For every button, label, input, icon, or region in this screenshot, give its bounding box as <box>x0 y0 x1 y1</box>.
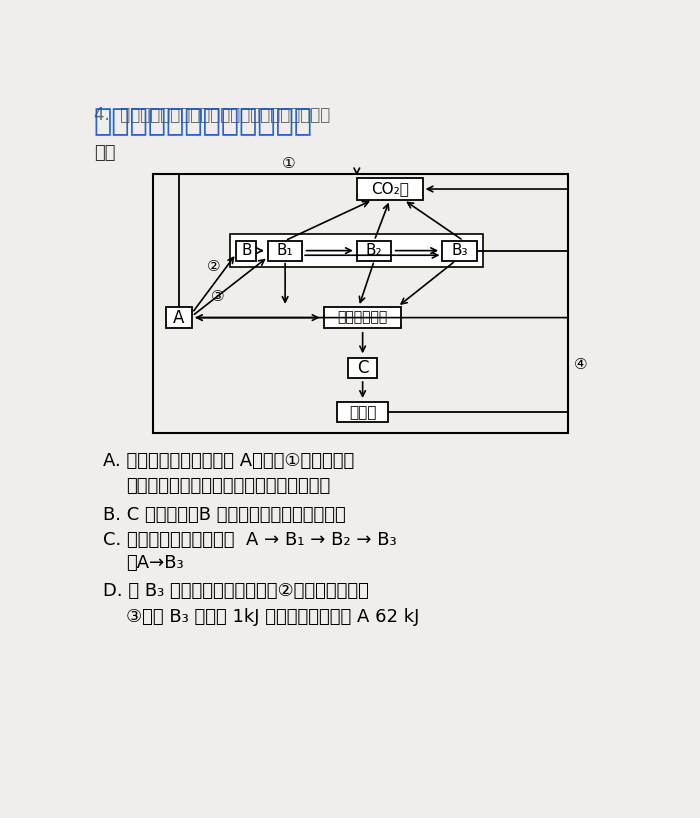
Text: 4.  如图所示为某生态系统的结构图，下列叙述错误: 4. 如图所示为某生态系统的结构图，下列叙述错误 <box>94 106 330 124</box>
Text: B₂: B₂ <box>366 243 383 258</box>
Bar <box>237 240 256 261</box>
Text: 和A→B₃: 和A→B₃ <box>126 554 184 572</box>
Bar <box>153 173 568 433</box>
Text: 的是: 的是 <box>94 144 116 162</box>
Text: A. 该生态系统中的基石是 A，过程①代表的生理: A. 该生态系统中的基石是 A，过程①代表的生理 <box>103 452 354 470</box>
Text: ④: ④ <box>574 357 588 372</box>
Text: 遗体、粪便等: 遗体、粪便等 <box>337 311 388 325</box>
Bar <box>442 240 477 261</box>
Bar <box>230 235 483 267</box>
Text: ②: ② <box>207 258 220 273</box>
Text: 过程有光合作用、呼吸作用和化能合成作用: 过程有光合作用、呼吸作用和化能合成作用 <box>126 477 330 495</box>
Text: D. 若 B₃ 中的能量一半来自途径②、一半来自途径: D. 若 B₃ 中的能量一半来自途径②、一半来自途径 <box>103 582 369 600</box>
Text: B₃: B₃ <box>452 243 468 258</box>
Text: A: A <box>174 308 185 326</box>
Text: 无机物: 无机物 <box>349 405 377 420</box>
Text: ③: ③ <box>211 290 225 304</box>
Text: B: B <box>241 243 251 258</box>
Bar <box>337 402 388 422</box>
Bar <box>357 178 423 200</box>
Bar <box>166 307 192 328</box>
Bar <box>268 240 302 261</box>
Text: B₁: B₁ <box>276 243 293 258</box>
Text: ③，则 B₃ 要增加 1kJ 的能量，最少消耗 A 62 kJ: ③，则 B₃ 要增加 1kJ 的能量，最少消耗 A 62 kJ <box>126 608 419 626</box>
Bar <box>348 357 377 378</box>
Text: C. 该生态系统的食物链有  A → B₁ → B₂ → B₃: C. 该生态系统的食物链有 A → B₁ → B₂ → B₃ <box>103 531 397 549</box>
Text: ①: ① <box>282 155 296 170</box>
Text: B. C 是分解者，B 能加快该生态系统物质循环: B. C 是分解者，B 能加快该生态系统物质循环 <box>103 506 346 524</box>
Text: CO₂等: CO₂等 <box>371 182 409 196</box>
Bar <box>324 307 401 328</box>
Text: C: C <box>357 358 368 376</box>
Bar <box>357 240 391 261</box>
Text: 微信公众号关注：趣找答案: 微信公众号关注：趣找答案 <box>94 107 313 137</box>
